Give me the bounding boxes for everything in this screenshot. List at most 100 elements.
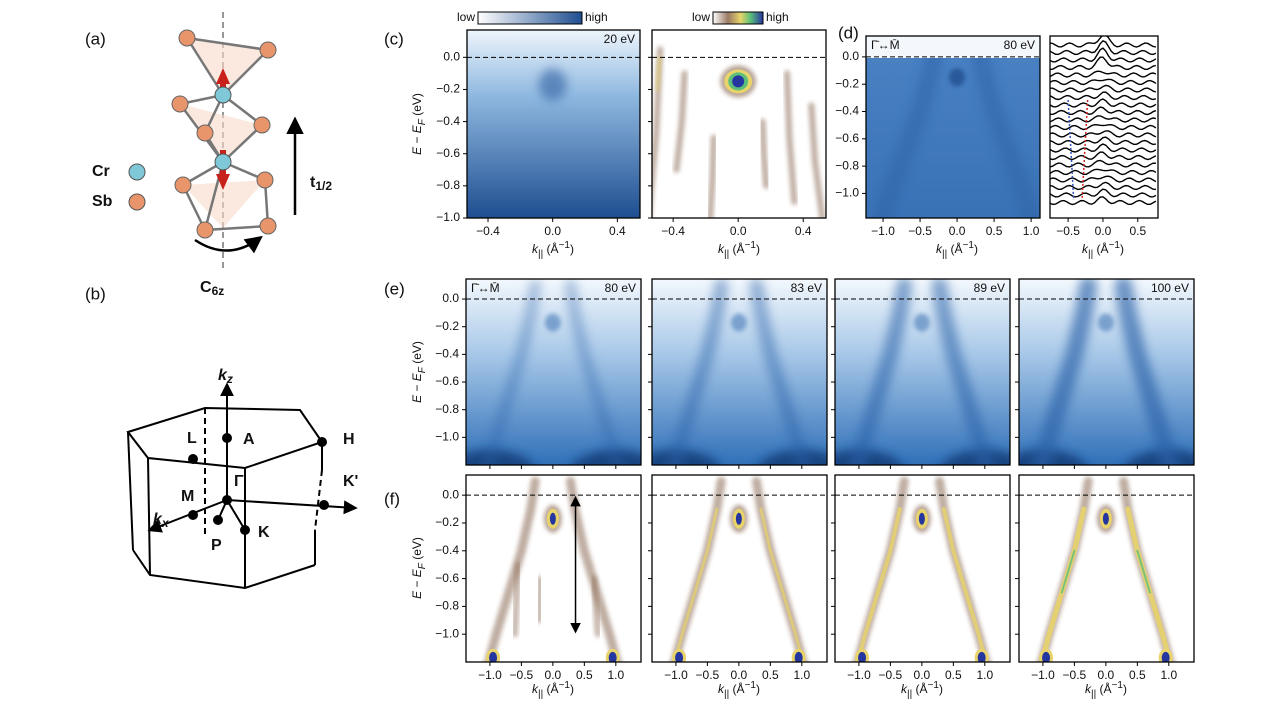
y-tick-label: −0.6 <box>436 146 460 160</box>
x-axis-label: k|| (Å−1) <box>936 240 978 260</box>
intensity-blob <box>730 313 747 332</box>
text: ) <box>939 682 943 696</box>
y-tick-label: −0.8 <box>435 599 459 613</box>
y-tick-label: −0.6 <box>435 571 459 585</box>
peak-marker <box>1067 99 1075 201</box>
intensity-blob <box>1042 651 1051 662</box>
x-tick-label: −0.5 <box>510 668 534 682</box>
x-tick-label: 1.0 <box>976 668 993 682</box>
edc-curve <box>1050 106 1157 116</box>
band <box>536 575 544 624</box>
x-tick-label: 0.5 <box>762 668 779 682</box>
spectrum-image <box>652 475 827 662</box>
spectrum-image <box>466 279 641 465</box>
subscript: F <box>417 366 428 373</box>
panel-annotation: Γ̄↔M̄ <box>871 38 900 52</box>
point-label: M <box>181 488 194 505</box>
superscript: −1 <box>1112 680 1124 691</box>
text: k <box>936 242 943 256</box>
y-tick-label: −0.8 <box>835 158 859 172</box>
intensity-blob <box>1161 651 1170 662</box>
edc-curve <box>1050 70 1157 78</box>
text: E − E <box>410 124 424 155</box>
band <box>855 507 902 662</box>
intensity-blob <box>735 512 742 525</box>
text: ) <box>1123 682 1127 696</box>
band <box>783 70 798 205</box>
x-tick-label: 0.5 <box>986 224 1003 238</box>
band <box>707 134 717 218</box>
intensity-blob <box>549 512 556 525</box>
edc-curve <box>1050 175 1157 183</box>
band <box>759 118 770 189</box>
edc-curve <box>1050 181 1156 191</box>
text: k <box>901 682 908 696</box>
superscript: −1 <box>928 680 940 691</box>
frame <box>1018 474 1195 663</box>
image-background <box>1050 36 1158 218</box>
y-tick-label: 0.0 <box>442 291 459 305</box>
x-axis-label: k|| (Å−1) <box>718 680 760 700</box>
y-tick-label: −0.2 <box>436 82 460 96</box>
spectrum-image <box>652 279 827 465</box>
superscript: −1 <box>559 680 571 691</box>
edc-curve <box>1050 151 1157 161</box>
x-axis-label: k|| (Å−1) <box>1085 680 1127 700</box>
x-tick-label: −0.5 <box>908 224 932 238</box>
spectrum-image <box>835 475 1010 662</box>
image-background <box>652 30 826 218</box>
frame <box>865 35 1041 219</box>
text: k <box>532 682 539 696</box>
panel-annotation: 80 eV <box>1004 38 1035 52</box>
x-tick-label: −1.0 <box>478 668 502 682</box>
spectrum-image <box>1050 36 1158 218</box>
subscript: || <box>1088 249 1093 260</box>
frame <box>651 278 828 466</box>
band <box>759 507 805 662</box>
intensity-blob <box>608 651 617 662</box>
intensity-blob <box>489 651 498 662</box>
edc-curve <box>1050 159 1156 168</box>
text: ) <box>1120 242 1124 256</box>
edc-curve <box>1050 39 1157 56</box>
text: k <box>718 242 725 256</box>
frame <box>465 278 642 466</box>
intensity-blob <box>538 68 567 101</box>
y-axis-label: E − EF (eV) <box>410 341 427 403</box>
point-label: K <box>258 524 270 541</box>
spectrum-image <box>652 30 826 218</box>
edc-curve <box>1050 123 1157 131</box>
text: k <box>1085 682 1092 696</box>
y-tick-label: −1.0 <box>835 186 859 200</box>
subscript: z <box>226 372 233 386</box>
x-tick-label: −0.5 <box>696 668 720 682</box>
text: ) <box>974 242 978 256</box>
text: (Å <box>543 241 558 256</box>
panel-annotation: 20 eV <box>604 32 635 46</box>
subscript: || <box>724 689 729 700</box>
axis-label: kz <box>218 367 233 386</box>
subscript: || <box>538 689 543 700</box>
text: k <box>218 367 228 384</box>
intensity-blob <box>794 651 803 662</box>
point-label: L <box>187 430 197 447</box>
text: E − E <box>410 568 424 599</box>
x-tick-label: 0.5 <box>1129 668 1146 682</box>
spectrum-image <box>835 279 1010 465</box>
peak-marker <box>1081 99 1089 201</box>
subscript: || <box>724 249 729 260</box>
image-top <box>866 36 1040 58</box>
band <box>673 507 719 662</box>
intensity-blob <box>732 75 745 88</box>
axis-label: kx <box>153 511 170 530</box>
text: k <box>153 511 163 528</box>
spectrum-image <box>1019 475 1194 662</box>
point-label: H <box>343 431 355 448</box>
x-tick-label: 1.0 <box>1160 668 1177 682</box>
band <box>1060 549 1076 594</box>
x-tick-label: 0.0 <box>914 668 931 682</box>
spectrum-image <box>467 30 640 218</box>
intensity-blob <box>1097 313 1114 332</box>
frame <box>1049 35 1159 219</box>
x-tick-label: −0.5 <box>1056 224 1080 238</box>
